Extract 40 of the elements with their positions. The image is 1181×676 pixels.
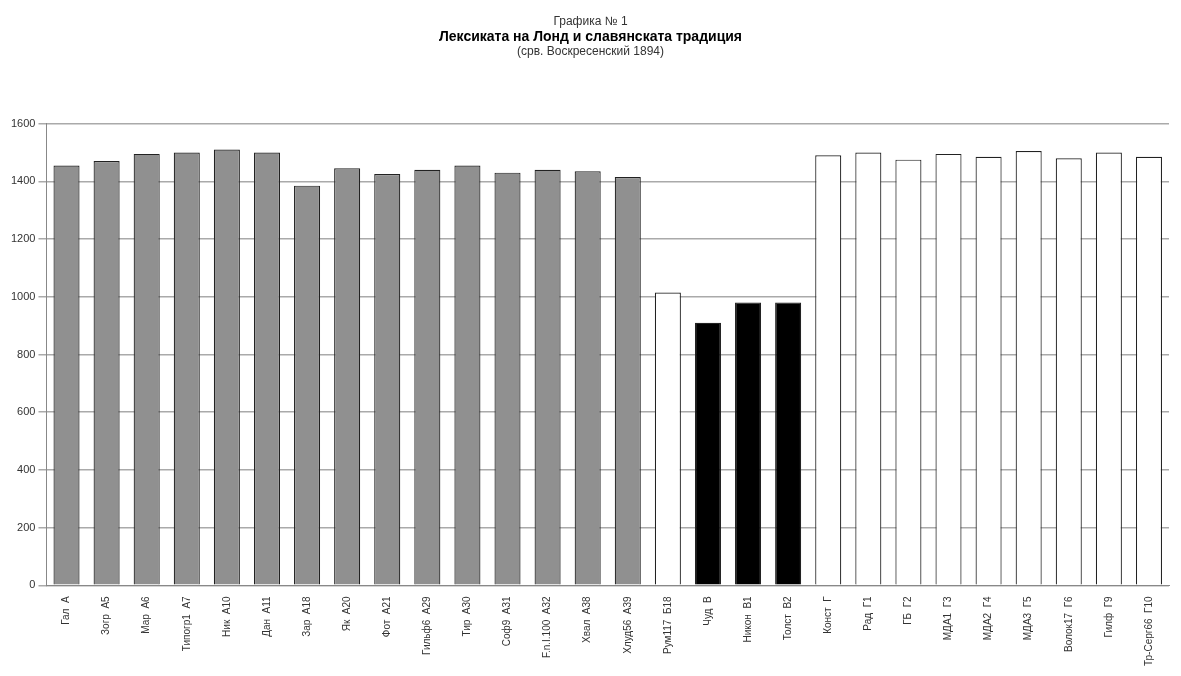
x-tick-label: Хвал А38: [581, 595, 593, 643]
x-tick-label: МДА2 Г4: [982, 595, 994, 641]
x-tick-label: Гильф6 А29: [421, 595, 433, 655]
x-tick-label: Ник А10: [220, 595, 232, 637]
chart-title: Лексиката на Лонд и славянската традиция: [437, 28, 744, 44]
x-tick-label: Никон В1: [741, 595, 753, 643]
x-tick-label: Зар А18: [300, 595, 312, 637]
x-tick-label: Чуд В: [701, 596, 713, 626]
x-tick-label: ГБ Г2: [902, 595, 914, 625]
x-tick-label: Гилф Г9: [1102, 595, 1114, 638]
x-tick-label: F.n.I.100 А32: [541, 595, 553, 659]
x-tick-label: Мар А6: [140, 595, 152, 634]
x-tick-label: Як А20: [340, 595, 352, 632]
y-tick-label: 600: [17, 405, 36, 418]
x-tick-label: Конст Г: [821, 595, 833, 634]
y-tick-label: 1600: [10, 116, 36, 129]
x-tick-label: Хлуд56 А39: [621, 595, 633, 654]
y-tick-label: 1400: [10, 174, 36, 187]
x-tick-label: Толст В2: [781, 595, 793, 641]
x-tick-label: Типогр1 А7: [180, 595, 192, 652]
x-tick-label: Дан А11: [260, 595, 272, 637]
x-tick-label: Зогр А5: [100, 595, 112, 635]
x-tick-label: Волок17 Г6: [1062, 595, 1074, 652]
y-tick-label: 1000: [10, 289, 36, 302]
x-tick-label: МДА1 Г3: [942, 595, 954, 641]
x-tick-label: Тр-Серг66 Г10: [1142, 595, 1154, 667]
y-tick-label: 200: [17, 520, 36, 533]
chart-subtitle: (срв. Воскресенский 1894): [516, 44, 665, 58]
y-tick-label: 1200: [10, 232, 36, 245]
y-tick-label: 800: [17, 347, 36, 360]
x-tick-label: Рум117 Б18: [661, 595, 673, 654]
x-tick-label: Гал А: [60, 596, 72, 625]
x-tick-label: Рад Г1: [862, 595, 874, 631]
x-tick-label: МДА3 Г5: [1022, 595, 1034, 641]
y-tick-label: 400: [17, 462, 36, 475]
x-tick-label: Фот А21: [380, 595, 392, 638]
text: Графика № 1: [552, 14, 629, 28]
y-tick-label: 0: [29, 578, 36, 591]
x-tick-label: Тир А30: [461, 595, 473, 637]
x-tick-label: Соф9 А31: [501, 595, 513, 647]
